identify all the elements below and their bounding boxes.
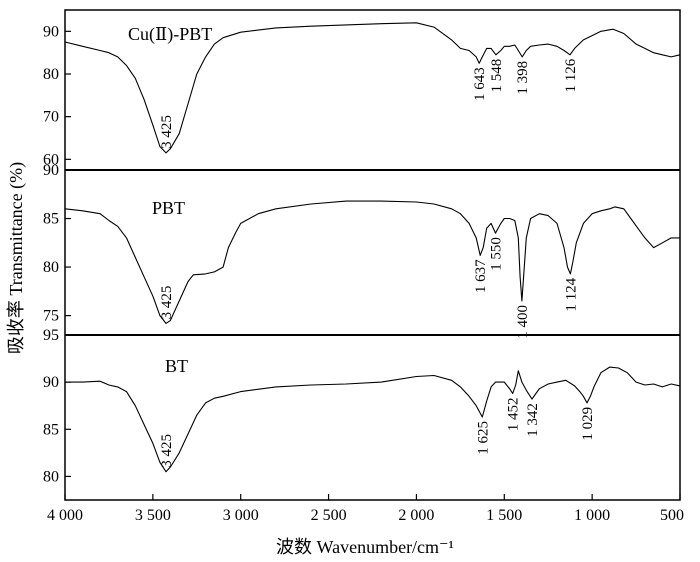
peak-label: 1 548 bbox=[489, 59, 505, 93]
y-tick-label: 85 bbox=[43, 421, 59, 438]
y-tick-label: 70 bbox=[43, 109, 59, 126]
x-axis-title: 波数 Wavenumber/cm⁻¹ bbox=[276, 537, 454, 557]
y-tick-label: 85 bbox=[43, 211, 59, 228]
peak-label: 3 425 bbox=[159, 286, 175, 320]
peak-label: 1 029 bbox=[580, 407, 596, 441]
panel-cu-pbt: 60 70 80 90 Cu(Ⅱ)-PBT 3 425 1 643 1 548 1 398 1 1… bbox=[43, 22, 681, 168]
series-label: BT bbox=[165, 356, 188, 376]
peak-label: 1 637 bbox=[473, 259, 489, 293]
x-tick-label: 1 500 bbox=[486, 507, 522, 524]
panel-bt: 80 85 90 95 BT 3 425 1 625 1 452 1 342 1 029 bbox=[43, 327, 681, 485]
x-tick-label: 3 000 bbox=[223, 507, 259, 524]
peak-label: 1 452 bbox=[506, 398, 522, 432]
frame-border bbox=[64, 9, 681, 501]
peak-label: 1 126 bbox=[563, 58, 579, 92]
y-tick-label: 60 bbox=[43, 151, 59, 168]
x-tick-label: 3 500 bbox=[135, 507, 171, 524]
y-tick-label: 80 bbox=[43, 259, 59, 276]
x-axis: 4 000 3 500 3 000 2 500 2 000 1 500 1 000 500 bbox=[47, 494, 684, 524]
y-tick-label: 90 bbox=[43, 23, 59, 40]
x-tick-label: 500 bbox=[660, 507, 684, 524]
peak-label: 1 342 bbox=[525, 403, 541, 437]
x-tick-label: 2 000 bbox=[398, 507, 434, 524]
panels: 60 70 80 90 Cu(Ⅱ)-PBT 3 425 1 643 1 548 1 398 1 1… bbox=[43, 22, 681, 485]
y-tick-label: 75 bbox=[43, 308, 59, 325]
y-tick-label: 95 bbox=[43, 327, 59, 344]
peak-label: 3 425 bbox=[159, 434, 175, 468]
peak-label: 1 625 bbox=[475, 421, 491, 455]
peak-label: 3 425 bbox=[159, 115, 175, 149]
x-tick-label: 2 500 bbox=[311, 507, 347, 524]
y-tick-label: 90 bbox=[43, 374, 59, 391]
peak-label: 1 643 bbox=[472, 67, 488, 101]
series-label: Cu(Ⅱ)-PBT bbox=[128, 24, 212, 45]
series-label: PBT bbox=[152, 198, 185, 218]
x-tick-label: 1 000 bbox=[574, 507, 610, 524]
peak-label: 1 124 bbox=[563, 277, 579, 311]
peak-label: 1 398 bbox=[515, 61, 531, 95]
plot-frame bbox=[64, 9, 681, 501]
x-tick-label: 4 000 bbox=[47, 507, 83, 524]
y-tick-label: 90 bbox=[43, 162, 59, 179]
spectrum-line bbox=[64, 200, 680, 324]
spectrum-line bbox=[64, 22, 681, 154]
spectrum-line bbox=[65, 366, 681, 473]
y-axis-title: 吸收率 Transmittance (%) bbox=[6, 162, 27, 354]
y-tick-label: 80 bbox=[43, 66, 59, 83]
peak-label: 1 550 bbox=[489, 237, 505, 271]
peak-label: 1 400 bbox=[515, 305, 531, 339]
y-tick-label: 80 bbox=[43, 468, 59, 485]
